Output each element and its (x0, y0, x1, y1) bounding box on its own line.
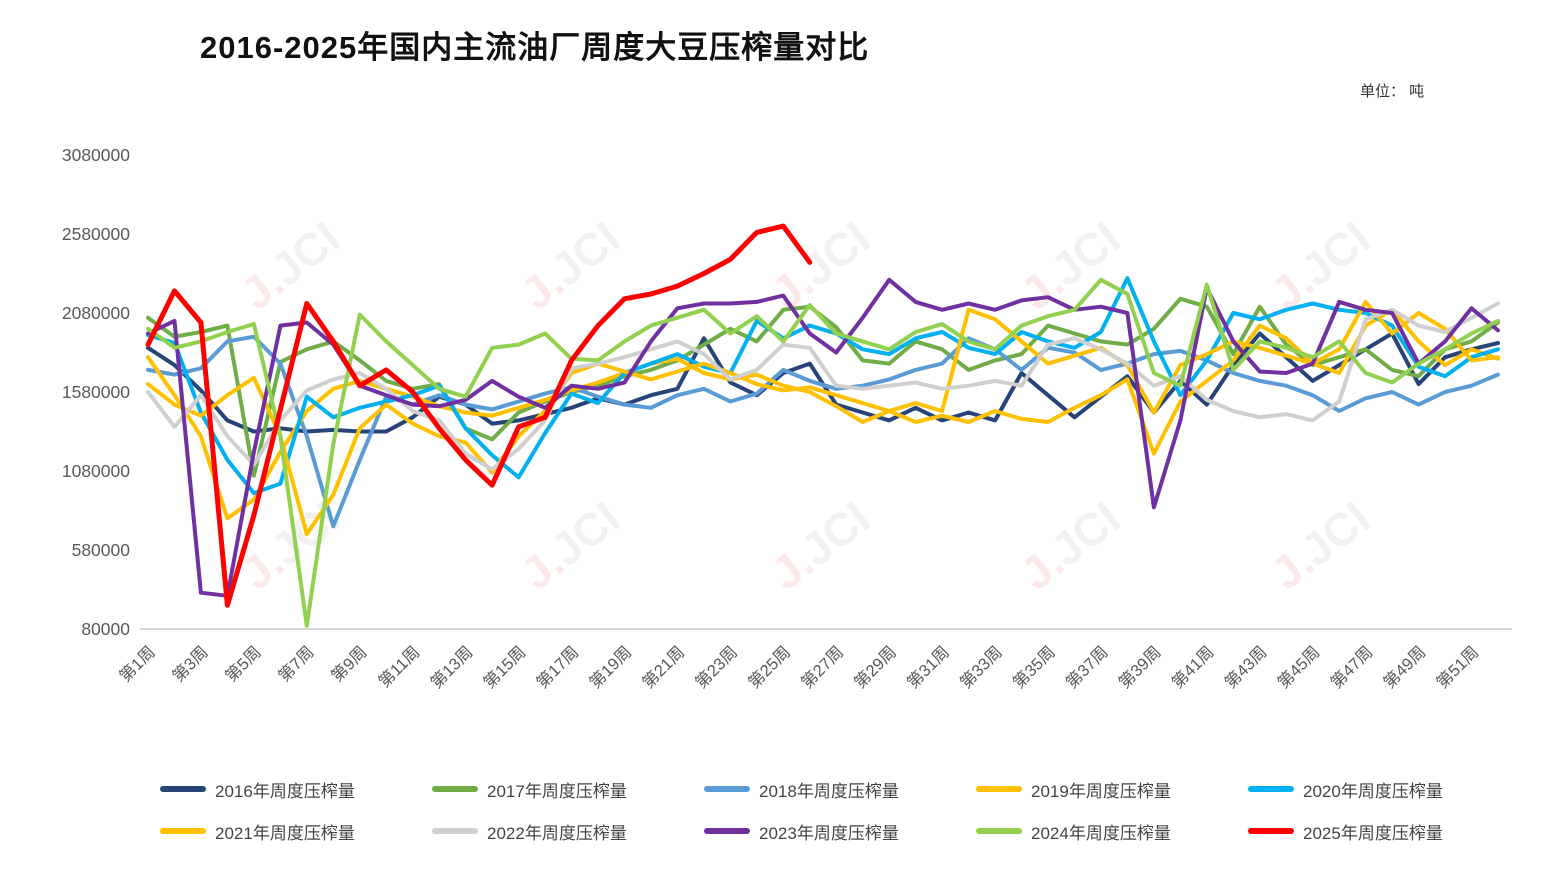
legend-item-2021年周度压榨量: 2021年周度压榨量 (160, 818, 432, 844)
x-axis-label: 第33周 (956, 642, 1006, 692)
legend-label: 2016年周度压榨量 (215, 781, 355, 801)
legend-swatch (160, 828, 206, 834)
legend-label: 2024年周度压榨量 (1031, 823, 1171, 843)
legend-item-2023年周度压榨量: 2023年周度压榨量 (704, 818, 976, 844)
x-axis-label: 第3周 (169, 642, 212, 685)
x-axis-label: 第9周 (327, 642, 370, 685)
legend-label: 2023年周度压榨量 (759, 823, 899, 843)
x-axis-label: 第23周 (691, 642, 741, 692)
legend-swatch (432, 786, 478, 792)
y-axis-tick-label: 2580000 (62, 224, 130, 244)
series-line-2020年周度压榨量 (146, 276, 1500, 496)
legend-label: 2021年周度压榨量 (215, 823, 355, 843)
x-axis-label: 第5周 (221, 642, 264, 685)
x-axis-label: 第13周 (427, 642, 477, 692)
x-axis-label: 第35周 (1009, 642, 1059, 692)
x-axis-label: 第45周 (1274, 642, 1324, 692)
legend-label: 2020年周度压榨量 (1303, 781, 1443, 801)
legend-swatch (704, 786, 750, 792)
legend-item-2017年周度压榨量: 2017年周度压榨量 (432, 776, 704, 802)
y-axis-tick-label: 3080000 (62, 145, 130, 165)
legend-item-2018年周度压榨量: 2018年周度压榨量 (704, 776, 976, 802)
legend-swatch (432, 828, 478, 834)
x-axis-label: 第39周 (1115, 642, 1165, 692)
x-axis-label: 第21周 (638, 642, 688, 692)
jci-watermark: J.JCI (761, 491, 880, 600)
y-axis-tick-label: 1080000 (62, 461, 130, 481)
legend-swatch (976, 786, 1022, 792)
legend-item-2022年周度压榨量: 2022年周度压榨量 (432, 818, 704, 844)
legend-item-2025年周度压榨量: 2025年周度压榨量 (1248, 818, 1520, 844)
legend-label: 2022年周度压榨量 (487, 823, 627, 843)
x-axis-label: 第37周 (1062, 642, 1112, 692)
legend-label: 2019年周度压榨量 (1031, 781, 1171, 801)
legend-swatch (160, 786, 206, 792)
legend-swatch (704, 828, 750, 834)
jci-watermark: J.JCI (1261, 491, 1380, 600)
y-axis-tick-label: 80000 (81, 619, 130, 639)
legend-swatch (1248, 786, 1294, 792)
jci-watermark: J.JCI (1011, 211, 1130, 320)
series-line-2023年周度压榨量 (146, 277, 1500, 598)
x-axis-label: 第47周 (1327, 642, 1377, 692)
x-axis-label: 第31周 (903, 642, 953, 692)
legend-swatch (976, 828, 1022, 834)
jci-watermark: J.JCI (511, 211, 630, 320)
y-axis-tick-label: 1580000 (62, 382, 130, 402)
chart-legend: 2016年周度压榨量 2017年周度压榨量 2018年周度压榨量 2019年周度压榨量… (160, 776, 1520, 844)
y-axis-tick-label: 2080000 (62, 303, 130, 323)
jci-watermark: J.JCI (511, 491, 630, 600)
x-axis-label: 第25周 (744, 642, 794, 692)
x-axis-label: 第29周 (850, 642, 900, 692)
x-axis-label: 第7周 (274, 642, 317, 685)
legend-label: 2018年周度压榨量 (759, 781, 899, 801)
chart-title: 2016-2025年国内主流油厂周度大豆压榨量对比 (200, 30, 870, 65)
x-axis-label: 第43周 (1221, 642, 1271, 692)
jci-watermark: J.JCI (1011, 491, 1130, 600)
legend-item-2024年周度压榨量: 2024年周度压榨量 (976, 818, 1248, 844)
series-line-2024年周度压榨量 (146, 277, 1500, 628)
series-line-2018年周度压榨量 (146, 334, 1500, 529)
x-axis-label: 第1周 (116, 642, 159, 685)
x-axis-label: 第17周 (533, 642, 583, 692)
series-line-2019年周度压榨量 (146, 307, 1500, 521)
x-axis-label: 第15周 (480, 642, 530, 692)
jci-watermark: J.JCI (231, 211, 350, 320)
series-line-2025年周度压榨量 (145, 223, 813, 608)
x-axis-label: 第51周 (1433, 642, 1483, 692)
legend-item-2019年周度压榨量: 2019年周度压榨量 (976, 776, 1248, 802)
y-axis-tick-label: 580000 (72, 540, 131, 560)
x-axis-label: 第11周 (375, 642, 424, 691)
series-line-2021年周度压榨量 (146, 299, 1500, 537)
legend-label: 2025年周度压榨量 (1303, 823, 1443, 843)
legend-item-2016年周度压榨量: 2016年周度压榨量 (160, 776, 432, 802)
x-axis-label: 第41周 (1168, 642, 1218, 692)
legend-item-2020年周度压榨量: 2020年周度压榨量 (1248, 776, 1520, 802)
x-axis-label: 第49周 (1380, 642, 1430, 692)
x-axis-label: 第27周 (797, 642, 847, 692)
series-line-2022年周度压榨量 (146, 301, 1500, 472)
x-axis-label: 第19周 (586, 642, 636, 692)
legend-swatch (1248, 828, 1294, 834)
legend-label: 2017年周度压榨量 (487, 781, 627, 801)
unit-label: 单位： 吨 (1360, 83, 1425, 100)
